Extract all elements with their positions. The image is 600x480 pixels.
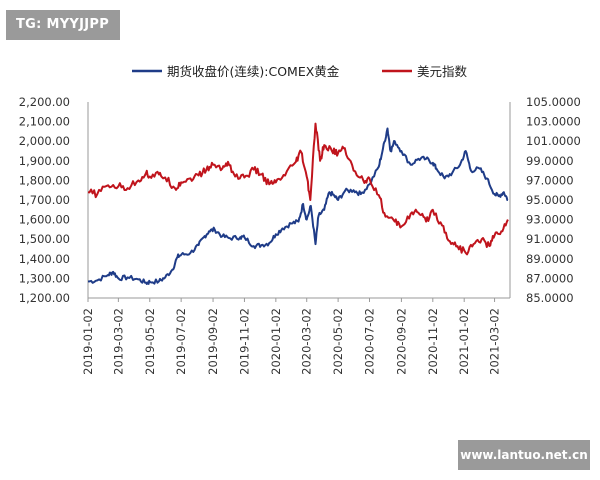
legend-label-usd-index: 美元指数 [417, 64, 468, 79]
x-tick-label: 2019-01-02 [81, 308, 95, 375]
y-left-tick-label: 1,300.00 [19, 271, 70, 285]
y-right-tick-label: 87.0000 [526, 271, 574, 285]
x-tick-label: 2021-03-02 [488, 308, 502, 375]
y-left-tick-label: 1,200.00 [19, 291, 70, 305]
y-left-tick-label: 1,800.00 [19, 173, 70, 187]
x-tick-label: 2020-05-02 [331, 308, 345, 375]
y-right-tick-label: 99.0000 [526, 154, 574, 168]
y-right-tick-label: 85.0000 [526, 291, 574, 305]
y-left-tick-label: 2,000.00 [19, 134, 70, 148]
x-tick-label: 2020-09-02 [394, 308, 408, 375]
x-tick-label: 2019-07-02 [174, 308, 188, 375]
y-right-tick-label: 103.0000 [526, 115, 581, 129]
x-tick-label: 2019-09-02 [206, 308, 220, 375]
y-left-tick-label: 1,400.00 [19, 252, 70, 266]
x-tick-label: 2021-01-02 [457, 308, 471, 375]
x-tick-label: 2020-07-02 [363, 308, 377, 375]
x-tick-label: 2020-11-02 [426, 308, 440, 375]
y-right-tick-label: 97.0000 [526, 173, 574, 187]
y-left-tick-label: 2,200.00 [19, 95, 70, 109]
y-right-tick-label: 95.0000 [526, 193, 574, 207]
y-left-tick-label: 1,500.00 [19, 232, 70, 246]
series-line-gold [87, 127, 509, 285]
x-tick-label: 2020-01-02 [269, 308, 283, 375]
y-left-tick-label: 1,600.00 [19, 213, 70, 227]
x-tick-label: 2020-03-02 [300, 308, 314, 375]
watermark-tg: TG: MYYJJPP [6, 10, 120, 40]
y-right-tick-label: 105.0000 [526, 95, 581, 109]
y-left-tick-label: 1,900.00 [19, 154, 70, 168]
y-right-tick-label: 93.0000 [526, 213, 574, 227]
y-left-tick-label: 2,100.00 [19, 115, 70, 129]
legend-label-gold: 期货收盘价(连续):COMEX黄金 [167, 64, 340, 79]
x-tick-label: 2019-11-02 [237, 308, 251, 375]
watermark-site: www.lantuo.net.cn [458, 440, 590, 470]
y-right-tick-label: 89.0000 [526, 252, 574, 266]
y-left-tick-label: 1,700.00 [19, 193, 70, 207]
series-line-usd-index [87, 122, 509, 256]
y-right-tick-label: 101.0000 [526, 134, 581, 148]
x-tick-label: 2019-05-02 [143, 308, 157, 375]
x-tick-label: 2019-03-02 [111, 308, 125, 375]
y-right-tick-label: 91.0000 [526, 232, 574, 246]
